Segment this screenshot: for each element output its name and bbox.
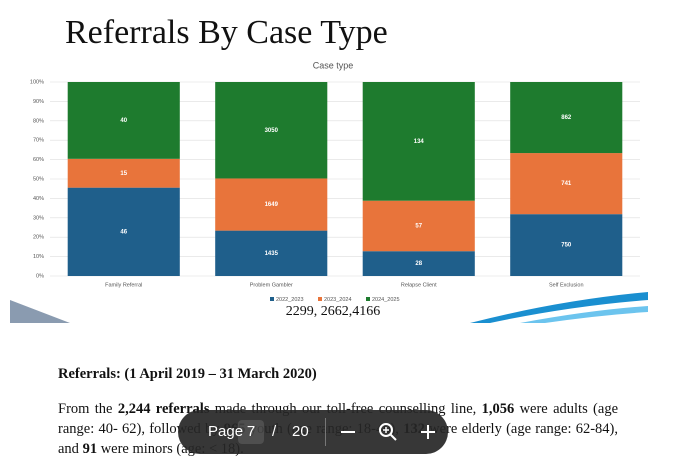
data-label: 1435	[265, 251, 279, 257]
bar-segment	[362, 251, 475, 276]
y-tick-label: 30%	[33, 215, 44, 221]
bar-segment	[362, 82, 475, 201]
x-tick-label: Self Exclusion	[549, 282, 584, 288]
y-tick-label: 40%	[33, 196, 44, 202]
bar-segment	[67, 187, 180, 276]
data-label: 134	[414, 139, 425, 145]
y-tick-label: 100%	[30, 79, 44, 85]
y-tick-label: 0%	[36, 273, 44, 279]
x-tick-label: Family Referral	[105, 282, 142, 288]
bar-segment	[67, 82, 180, 159]
data-label: 1649	[265, 202, 279, 208]
bar-segment	[510, 153, 623, 215]
total-pages: 20	[292, 423, 309, 440]
data-label: 3050	[265, 128, 279, 134]
y-tick-label: 20%	[33, 235, 44, 241]
legend-label: 2022_2023	[276, 297, 304, 303]
heading: Referrals: (1 April 2019 – 31 March 2020…	[58, 366, 317, 382]
data-label: 40	[120, 118, 127, 124]
zoom-button[interactable]	[378, 422, 398, 442]
data-label: 46	[120, 229, 127, 235]
x-tick-label: Problem Gambler	[250, 282, 293, 288]
bar-segment	[510, 214, 623, 276]
data-label: 15	[120, 171, 127, 177]
divider	[325, 418, 326, 446]
y-tick-label: 60%	[33, 157, 44, 163]
decor-swoosh	[470, 292, 648, 323]
slide-title: Referrals By Case Type	[65, 14, 388, 51]
legend-swatch	[270, 297, 274, 301]
x-tick-label: Relapse Client	[401, 282, 437, 288]
data-label: 750	[561, 243, 572, 249]
legend-label: 2024_2025	[372, 297, 400, 303]
legend-label: 2023_2024	[324, 297, 352, 303]
page-label: Page	[208, 423, 244, 440]
page-separator: /	[272, 423, 277, 440]
slide: Referrals By Case Type 2299, 2662,4166 C…	[10, 13, 648, 323]
y-tick-label: 80%	[33, 118, 44, 124]
chart-title: Case type	[313, 60, 354, 70]
legend-swatch	[318, 297, 322, 301]
y-tick-label: 70%	[33, 138, 44, 144]
data-label: 862	[561, 115, 572, 121]
bar-segment	[215, 178, 328, 231]
zoom-out-button[interactable]	[338, 422, 358, 442]
bar-segment	[362, 200, 475, 252]
pdf-toolbar: Page 7 / 20	[178, 410, 448, 454]
bar-segment	[215, 230, 328, 276]
paragraph-text: 91	[82, 441, 98, 457]
caption: 2299, 2662,4166	[286, 304, 381, 319]
paragraph-text: 1,056	[481, 401, 515, 417]
y-tick-label: 50%	[33, 176, 44, 182]
data-label: 741	[561, 181, 572, 187]
paragraph-text: From the	[58, 401, 118, 417]
paragraph-text: were elderly (age range: 62-84), and	[58, 421, 619, 457]
y-tick-label: 10%	[33, 254, 44, 260]
bar-segment	[67, 158, 180, 188]
legend-swatch	[366, 297, 370, 301]
y-tick-label: 90%	[33, 99, 44, 105]
decor-triangle	[10, 300, 70, 323]
bar-segment	[215, 82, 328, 179]
zoom-in-button[interactable]	[418, 422, 438, 442]
bar-segment	[510, 82, 623, 154]
data-label: 28	[415, 261, 422, 267]
data-label: 57	[415, 224, 422, 230]
page-input[interactable]: 7	[238, 420, 264, 444]
decor-swoosh	[520, 306, 648, 323]
